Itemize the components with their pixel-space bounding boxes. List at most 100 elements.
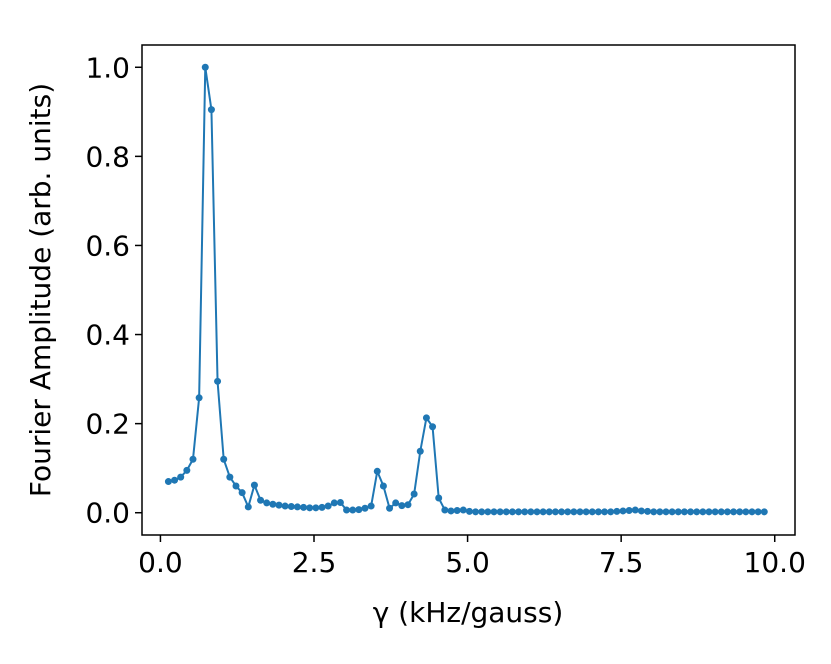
data-point bbox=[306, 504, 314, 512]
data-point bbox=[570, 508, 578, 516]
data-point bbox=[429, 423, 437, 431]
data-point bbox=[287, 502, 295, 510]
data-point bbox=[465, 507, 473, 515]
data-point bbox=[312, 504, 320, 512]
data-point bbox=[177, 473, 185, 481]
data-point bbox=[484, 508, 492, 516]
data-point bbox=[496, 508, 504, 516]
data-point bbox=[226, 473, 234, 481]
data-point bbox=[416, 447, 424, 455]
data-point bbox=[533, 508, 541, 516]
y-tick-label: 0.0 bbox=[85, 497, 130, 530]
data-point bbox=[656, 508, 664, 516]
data-point bbox=[668, 508, 676, 516]
data-point bbox=[373, 467, 381, 475]
data-point bbox=[189, 455, 197, 463]
data-point bbox=[281, 502, 289, 510]
data-point bbox=[453, 507, 461, 514]
data-point bbox=[238, 489, 246, 497]
data-point bbox=[693, 508, 701, 516]
y-tick-label: 1.0 bbox=[85, 51, 130, 84]
data-point bbox=[594, 508, 602, 516]
y-tick-label: 0.4 bbox=[85, 319, 130, 352]
data-point bbox=[680, 508, 688, 516]
data-point bbox=[478, 508, 486, 516]
y-axis-label: Fourier Amplitude (arb. units) bbox=[24, 83, 57, 497]
data-point bbox=[250, 481, 258, 489]
data-point bbox=[275, 501, 283, 509]
data-point bbox=[263, 499, 271, 507]
data-point bbox=[183, 466, 191, 474]
data-point bbox=[324, 502, 332, 510]
x-axis-label: γ (kHz/gauss) bbox=[373, 596, 564, 629]
data-point bbox=[502, 508, 510, 516]
data-point bbox=[619, 507, 627, 515]
data-point bbox=[760, 508, 768, 516]
data-point bbox=[398, 502, 406, 510]
data-point bbox=[625, 507, 633, 514]
data-point bbox=[607, 508, 615, 516]
y-tick-label: 0.8 bbox=[85, 140, 130, 173]
data-point bbox=[361, 504, 369, 512]
data-point bbox=[336, 498, 344, 506]
data-point bbox=[662, 508, 670, 516]
data-point bbox=[644, 507, 652, 515]
data-point bbox=[300, 503, 308, 511]
data-point bbox=[551, 508, 559, 516]
y-tick-label: 0.2 bbox=[85, 408, 130, 441]
data-point bbox=[637, 507, 645, 515]
data-point bbox=[742, 508, 750, 516]
data-point bbox=[171, 476, 179, 484]
data-point bbox=[576, 508, 584, 516]
y-tick-label: 0.6 bbox=[85, 229, 130, 262]
data-point bbox=[650, 508, 658, 516]
data-point bbox=[601, 508, 609, 516]
data-point bbox=[447, 507, 455, 515]
data-point bbox=[613, 507, 621, 515]
data-point bbox=[330, 499, 338, 507]
data-point bbox=[257, 496, 265, 504]
data-point bbox=[705, 508, 713, 516]
data-point bbox=[459, 506, 467, 514]
data-point bbox=[754, 508, 762, 516]
data-point bbox=[220, 455, 228, 463]
data-point bbox=[392, 499, 400, 507]
data-point bbox=[293, 503, 301, 511]
data-point bbox=[164, 478, 172, 486]
data-point bbox=[367, 502, 375, 510]
data-point bbox=[723, 508, 731, 516]
data-point bbox=[588, 508, 596, 516]
x-tick-label: 10.0 bbox=[744, 546, 806, 579]
data-point bbox=[515, 508, 523, 516]
data-point bbox=[244, 503, 252, 511]
data-point bbox=[343, 506, 351, 514]
data-point bbox=[564, 508, 572, 516]
data-point bbox=[349, 506, 357, 514]
data-point bbox=[508, 508, 516, 516]
data-point bbox=[539, 508, 547, 516]
data-point bbox=[730, 508, 738, 516]
data-point bbox=[318, 503, 326, 511]
data-point bbox=[435, 494, 443, 502]
data-point bbox=[527, 508, 535, 516]
data-point bbox=[422, 414, 430, 422]
data-point bbox=[711, 508, 719, 516]
data-point bbox=[748, 508, 756, 516]
data-point bbox=[472, 508, 480, 516]
data-point bbox=[717, 508, 725, 516]
plot-frame bbox=[141, 44, 796, 536]
data-point bbox=[232, 482, 240, 490]
data-point bbox=[441, 506, 449, 514]
data-point bbox=[201, 63, 209, 71]
data-point bbox=[207, 106, 215, 114]
data-point bbox=[521, 508, 529, 516]
data-point bbox=[558, 508, 566, 516]
x-tick-label: 0.0 bbox=[138, 546, 183, 579]
data-point bbox=[195, 394, 203, 402]
data-point bbox=[379, 482, 387, 490]
data-point bbox=[386, 504, 394, 512]
data-point bbox=[687, 508, 695, 516]
data-point bbox=[269, 500, 277, 508]
